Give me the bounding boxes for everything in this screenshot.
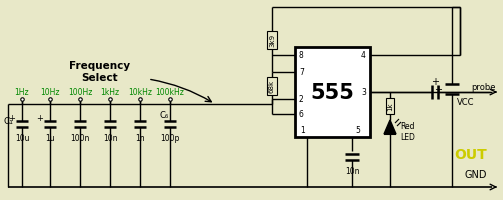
Text: 555: 555 [310,83,355,102]
Text: Red
LED: Red LED [400,122,415,141]
Text: 7: 7 [299,68,304,77]
Text: 100n: 100n [70,133,90,142]
Text: 10u: 10u [15,133,29,142]
Text: +: + [434,85,442,95]
Text: 1Hz: 1Hz [15,88,29,97]
Text: 1kHz: 1kHz [101,88,120,97]
Text: 100p: 100p [160,133,180,142]
Text: +: + [37,114,43,123]
Text: 3: 3 [361,88,366,97]
Text: 3k9: 3k9 [269,34,275,47]
Bar [267,77,277,95]
Bar [386,99,394,114]
Text: 4: 4 [361,51,366,60]
Text: 100Hz: 100Hz [68,88,92,97]
Text: 10n: 10n [345,166,359,175]
Text: C₁: C₁ [3,117,13,126]
Text: 1k: 1k [387,102,393,111]
Text: +: + [9,114,16,123]
Text: 10Hz: 10Hz [40,88,60,97]
Text: 1n: 1n [135,133,145,142]
Text: OUT: OUT [454,147,487,161]
Text: VCC: VCC [457,98,474,107]
Text: 10kHz: 10kHz [128,88,152,97]
Text: 2: 2 [299,95,304,104]
Polygon shape [384,120,396,134]
Text: GND: GND [464,169,487,179]
Text: 5: 5 [356,125,361,134]
Text: C₆: C₆ [160,111,169,120]
Text: 8: 8 [299,51,304,60]
Text: 6: 6 [299,110,304,119]
Text: +: + [431,77,439,87]
Bar [267,31,277,49]
Bar [295,48,370,137]
Text: 10n: 10n [103,133,117,142]
Text: probe: probe [471,83,496,92]
Text: 68k: 68k [269,80,275,93]
Text: 1u: 1u [45,133,55,142]
Text: 100kHz: 100kHz [155,88,185,97]
Text: Frequency
Select: Frequency Select [69,61,131,82]
Text: 1: 1 [301,125,305,134]
